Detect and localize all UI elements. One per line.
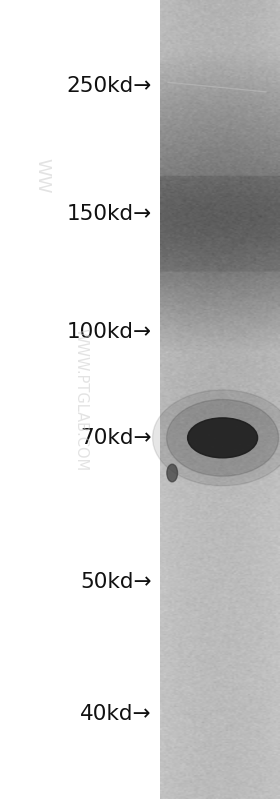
Ellipse shape — [153, 390, 280, 486]
Text: 150kd→: 150kd→ — [67, 204, 152, 225]
Text: 70kd→: 70kd→ — [80, 427, 152, 448]
Text: 250kd→: 250kd→ — [67, 76, 152, 97]
Ellipse shape — [167, 400, 279, 476]
Text: WWW.PTGLAB.COM: WWW.PTGLAB.COM — [74, 328, 89, 471]
Text: 100kd→: 100kd→ — [67, 321, 152, 342]
Text: 40kd→: 40kd→ — [80, 703, 152, 724]
Text: 50kd→: 50kd→ — [80, 571, 152, 592]
Text: WW: WW — [33, 158, 51, 193]
Ellipse shape — [188, 418, 258, 458]
Ellipse shape — [167, 464, 178, 482]
